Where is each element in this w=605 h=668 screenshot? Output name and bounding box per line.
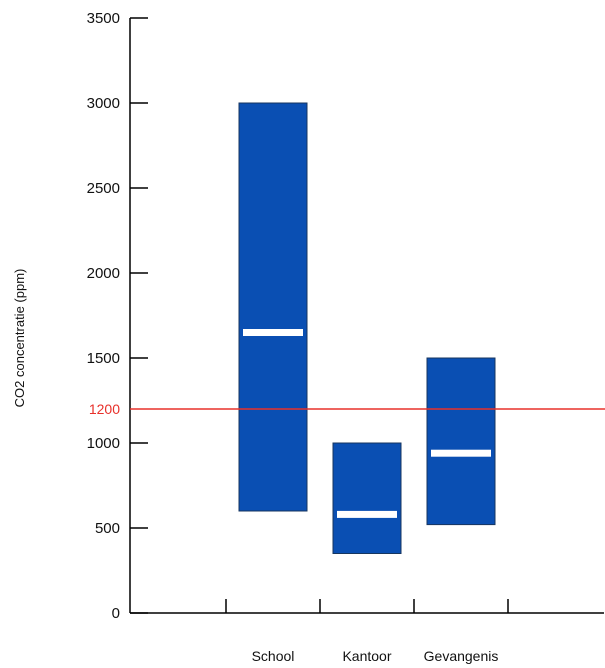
bars [238,102,496,554]
y-tick-label: 3000 [87,95,120,112]
reference-line-group: 1200 [89,401,605,417]
reference-line-label: 1200 [89,401,120,417]
y-axis-title: CO2 concentratie (ppm) [12,269,27,408]
y-ticks: 0 500 1000 1500 2000 2500 3000 3500 [87,10,148,622]
range-bar-school [238,102,308,512]
y-tick-label: 3500 [87,10,120,27]
y-tick-label: 2000 [87,265,120,282]
mean-marker-school [243,329,303,336]
range-bar-gevangenis [426,357,496,526]
y-tick-label: 1000 [87,435,120,452]
y-tick-label: 1500 [87,350,120,367]
category-label: Gevangenis [424,648,499,664]
y-tick-label: 2500 [87,180,120,197]
axes [129,18,604,614]
x-ticks [225,599,509,613]
mean-marker-kantoor [337,510,397,518]
category-labels: School Kantoor Gevangenis [252,648,499,664]
range-bar-kantoor [332,442,402,554]
y-tick-label: 500 [95,520,120,537]
category-label: School [252,648,295,664]
mean-marker-gevangenis [431,449,491,457]
y-tick-label: 0 [112,605,120,622]
category-label: Kantoor [342,648,391,664]
